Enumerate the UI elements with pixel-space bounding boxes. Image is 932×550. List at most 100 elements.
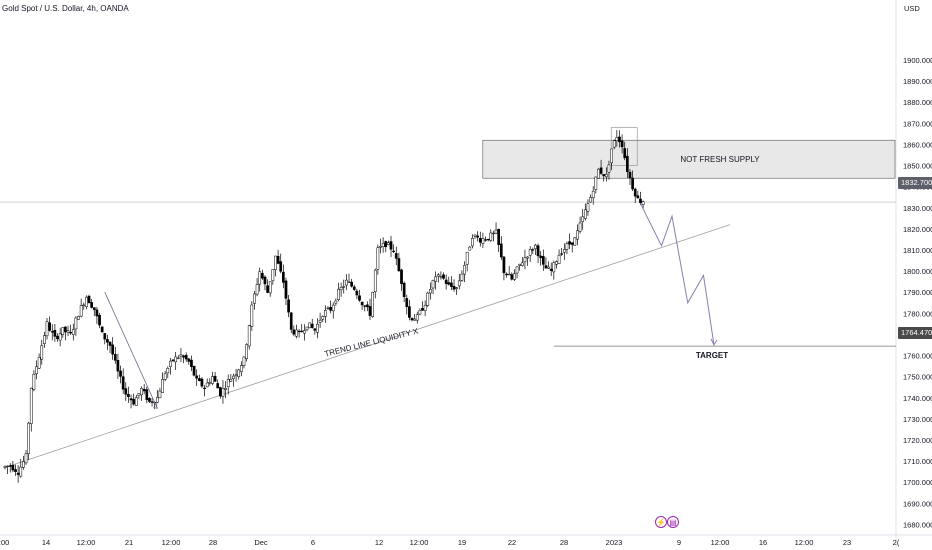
candle-body xyxy=(471,237,474,247)
candle-body xyxy=(342,286,346,288)
price-tick-label: 1880.000 xyxy=(903,98,932,107)
candle-body xyxy=(392,250,395,253)
calendar-event-icon[interactable]: ▤ xyxy=(667,516,679,528)
candle-body xyxy=(95,309,99,317)
candle-body xyxy=(48,322,51,331)
candle-body xyxy=(557,254,561,264)
candle-body xyxy=(421,308,424,311)
candle-body xyxy=(452,286,456,290)
candle-body xyxy=(531,249,535,251)
candle-body xyxy=(526,256,529,259)
candle-body xyxy=(303,330,306,334)
candle-body xyxy=(481,238,485,244)
projection-arrowhead xyxy=(710,338,718,347)
candle-body xyxy=(174,356,178,363)
candle-body xyxy=(363,305,367,307)
lightning-icon[interactable]: ⚡ xyxy=(655,516,667,528)
candle-body xyxy=(434,276,438,282)
candle-body xyxy=(208,382,212,384)
candle-body xyxy=(140,388,143,396)
candle-body xyxy=(384,241,388,248)
candle-body xyxy=(345,279,348,286)
candle-body xyxy=(431,280,435,289)
candle-body xyxy=(615,137,619,141)
candle-body xyxy=(576,230,579,240)
candle-body xyxy=(568,241,571,245)
projection-path xyxy=(640,203,715,346)
price-tick-label: 1750.000 xyxy=(903,373,932,382)
candle-body xyxy=(200,378,204,387)
price-tick-label: 1820.000 xyxy=(903,225,932,234)
candle-body xyxy=(618,136,621,143)
current-price-tag: 1832.700 xyxy=(898,177,932,189)
time-tick-label: 23 xyxy=(843,538,851,547)
candle-body xyxy=(366,304,369,308)
time-tick-label: 21 xyxy=(125,538,133,547)
candle-body xyxy=(310,323,314,328)
time-tick-label: 9 xyxy=(677,538,681,547)
candle-body xyxy=(134,397,138,406)
candle-body xyxy=(121,376,125,390)
candle-body xyxy=(224,388,227,390)
candle-body xyxy=(602,174,606,177)
candle-body xyxy=(8,465,12,467)
candle-body xyxy=(295,329,298,337)
candle-body xyxy=(271,269,275,281)
candle-body xyxy=(350,281,353,287)
candle-body xyxy=(436,274,440,277)
price-tick-label: 1830.000 xyxy=(903,204,932,213)
time-tick-label: 22 xyxy=(508,538,516,547)
candle-body xyxy=(457,280,461,287)
candle-body xyxy=(268,281,272,294)
candle-body xyxy=(247,325,251,347)
candle-body xyxy=(389,241,393,250)
candle-body xyxy=(597,168,600,179)
candle-body xyxy=(570,242,574,245)
candle-body xyxy=(636,195,640,199)
candle-body xyxy=(43,335,46,344)
candle-body xyxy=(329,307,332,311)
candle-body xyxy=(82,304,86,306)
candle-body xyxy=(169,360,172,367)
candle-body xyxy=(468,246,472,251)
candle-body xyxy=(300,330,304,333)
supply-zone xyxy=(482,139,896,179)
candle-body xyxy=(415,314,419,321)
candle-body xyxy=(113,354,117,361)
candle-body xyxy=(37,357,41,369)
candle-body xyxy=(447,282,451,285)
candle-body xyxy=(260,272,264,279)
candle-body xyxy=(478,237,482,243)
candle-body xyxy=(442,274,445,279)
candle-body xyxy=(476,235,480,238)
candle-body xyxy=(245,344,248,359)
candle-body xyxy=(502,256,506,274)
candle-body xyxy=(610,148,613,164)
candle-body xyxy=(16,472,20,475)
candle-body xyxy=(308,322,311,329)
candle-body xyxy=(56,335,59,340)
candle-body xyxy=(176,357,180,359)
candle-body xyxy=(45,321,49,337)
candle-body xyxy=(197,378,201,381)
candle-body xyxy=(106,339,109,343)
time-tick-label: 2( xyxy=(893,538,900,547)
candle-body xyxy=(150,401,154,403)
candle-body xyxy=(116,360,120,372)
candle-body xyxy=(497,228,501,245)
price-tick-label: 1890.000 xyxy=(903,77,932,86)
candle-body xyxy=(58,333,62,341)
candle-body xyxy=(148,397,151,402)
candle-body xyxy=(379,246,382,248)
candle-body xyxy=(463,265,466,275)
candle-body xyxy=(145,389,149,401)
symbol-title: Gold Spot / U.S. Dollar, 4h, OANDA xyxy=(2,4,129,13)
candle-body xyxy=(213,375,217,382)
early-arrow xyxy=(104,292,158,409)
trend-line-label: TREND LINE LIQUIDITY X xyxy=(324,326,420,358)
candle-body xyxy=(53,329,57,337)
candle-body xyxy=(77,316,80,320)
candle-body xyxy=(22,461,25,468)
candle-body xyxy=(565,243,569,250)
